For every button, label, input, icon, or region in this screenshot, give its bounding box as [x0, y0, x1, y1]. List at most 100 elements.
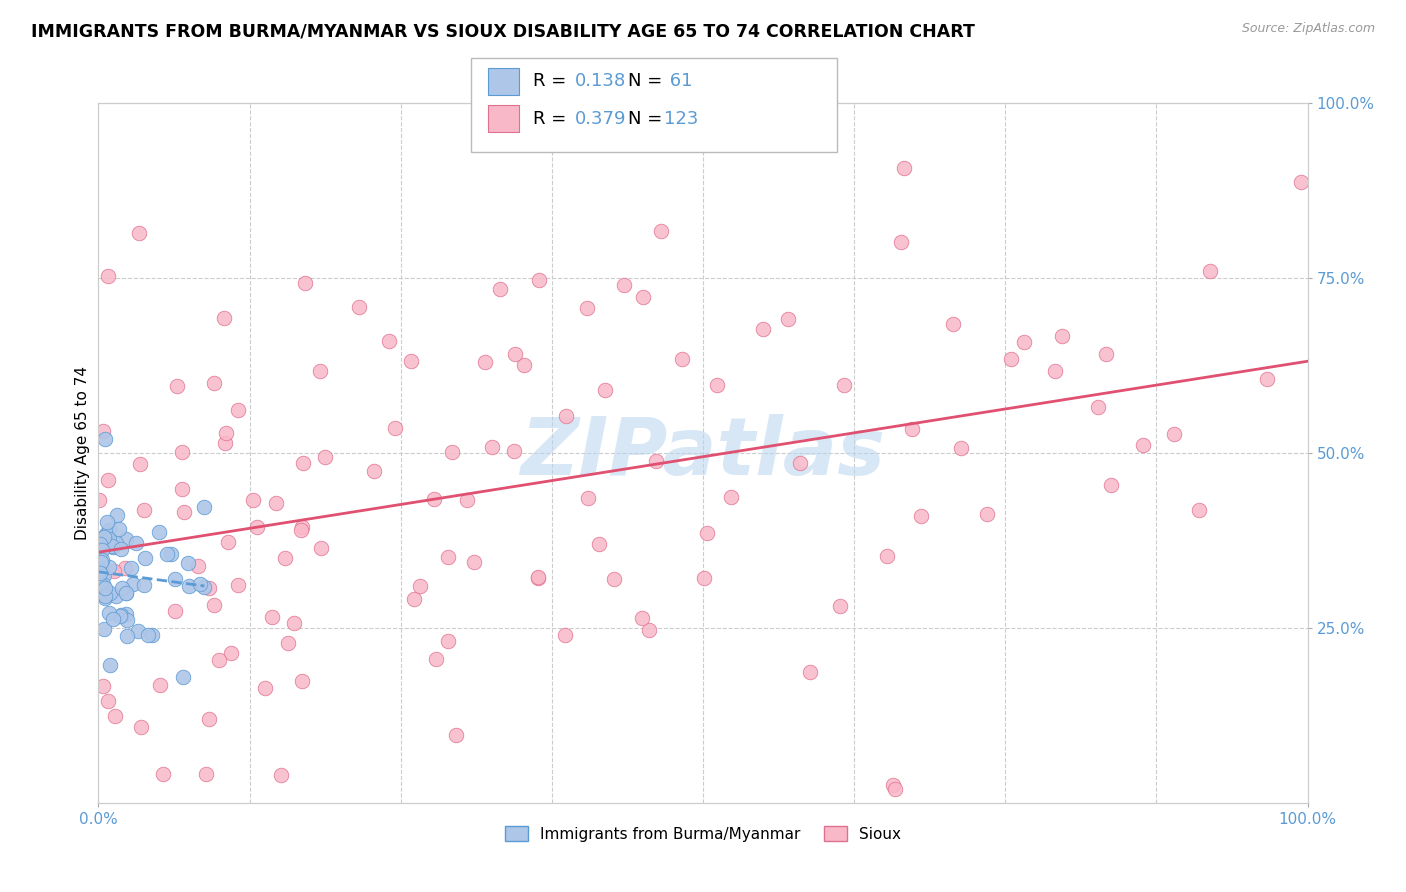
Point: [96, 516, 118, 530]
Point: [378, 334, 401, 348]
Point: [110, 608, 132, 623]
Point: [671, 352, 693, 367]
Point: [91, 679, 114, 693]
Point: [752, 322, 775, 336]
Point: [706, 378, 728, 392]
Point: [103, 612, 125, 626]
Point: [613, 278, 636, 293]
Point: [187, 558, 209, 573]
Point: [89, 550, 111, 565]
Point: [103, 565, 125, 579]
Point: [131, 720, 153, 734]
Point: [976, 507, 998, 521]
Point: [638, 623, 661, 637]
Point: [188, 577, 211, 591]
Point: [901, 422, 924, 436]
Point: [90, 555, 112, 569]
Point: [97, 269, 120, 284]
Point: [778, 312, 800, 326]
Point: [179, 579, 201, 593]
Point: [630, 611, 652, 625]
Point: [155, 547, 177, 561]
Point: [160, 547, 183, 561]
Point: [115, 607, 138, 621]
Point: [720, 490, 742, 504]
Point: [292, 456, 315, 470]
Point: [91, 424, 114, 438]
Point: [132, 578, 155, 592]
Point: [101, 540, 124, 554]
Point: [1087, 401, 1109, 415]
Point: [122, 577, 145, 591]
Point: [527, 570, 550, 584]
Point: [208, 653, 231, 667]
Point: [893, 161, 915, 175]
Point: [97, 560, 120, 574]
Point: [111, 581, 134, 595]
Point: [98, 586, 121, 600]
Point: [172, 670, 194, 684]
Point: [588, 537, 610, 551]
Text: IMMIGRANTS FROM BURMA/MYANMAR VS SIOUX DISABILITY AGE 65 TO 74 CORRELATION CHART: IMMIGRANTS FROM BURMA/MYANMAR VS SIOUX D…: [31, 22, 974, 40]
Text: R =: R =: [533, 110, 572, 128]
Point: [502, 443, 524, 458]
Point: [93, 568, 115, 582]
Point: [1132, 438, 1154, 452]
Point: [93, 589, 115, 603]
Point: [832, 378, 855, 392]
Point: [423, 491, 446, 506]
Point: [97, 693, 120, 707]
Point: [98, 606, 121, 620]
Point: [436, 549, 458, 564]
Point: [226, 403, 249, 417]
Point: [631, 290, 654, 304]
Point: [93, 591, 115, 605]
Point: [91, 577, 114, 591]
Point: [152, 766, 174, 780]
Point: [314, 450, 336, 465]
Point: [828, 599, 851, 614]
Point: [884, 781, 907, 796]
Point: [104, 536, 127, 550]
Point: [1050, 328, 1073, 343]
Point: [165, 572, 187, 586]
Point: [198, 712, 221, 726]
Point: [132, 502, 155, 516]
Point: [193, 580, 215, 594]
Text: 0.379: 0.379: [575, 110, 627, 128]
Point: [441, 444, 464, 458]
Text: 123: 123: [664, 110, 697, 128]
Point: [97, 473, 120, 487]
Point: [87, 583, 110, 598]
Point: [513, 359, 536, 373]
Point: [124, 535, 146, 549]
Point: [941, 318, 963, 332]
Point: [98, 523, 121, 537]
Point: [115, 629, 138, 643]
Point: [114, 561, 136, 575]
Point: [214, 425, 236, 440]
Point: [87, 492, 110, 507]
Point: [693, 570, 716, 584]
Point: [1012, 335, 1035, 350]
Point: [115, 613, 138, 627]
Point: [115, 532, 138, 546]
Point: [1099, 478, 1122, 492]
Point: [89, 536, 111, 550]
Point: [645, 454, 668, 468]
Point: [1045, 364, 1067, 378]
Text: N =: N =: [628, 110, 668, 128]
Point: [217, 534, 239, 549]
Point: [94, 581, 117, 595]
Point: [291, 520, 314, 534]
Point: [172, 482, 194, 496]
Point: [409, 579, 432, 593]
Point: [910, 509, 932, 524]
Point: [134, 551, 156, 566]
Point: [110, 609, 132, 624]
Point: [195, 767, 218, 781]
Text: N =: N =: [628, 72, 668, 90]
Point: [488, 282, 510, 296]
Text: ZIPatlas: ZIPatlas: [520, 414, 886, 491]
Point: [309, 541, 332, 556]
